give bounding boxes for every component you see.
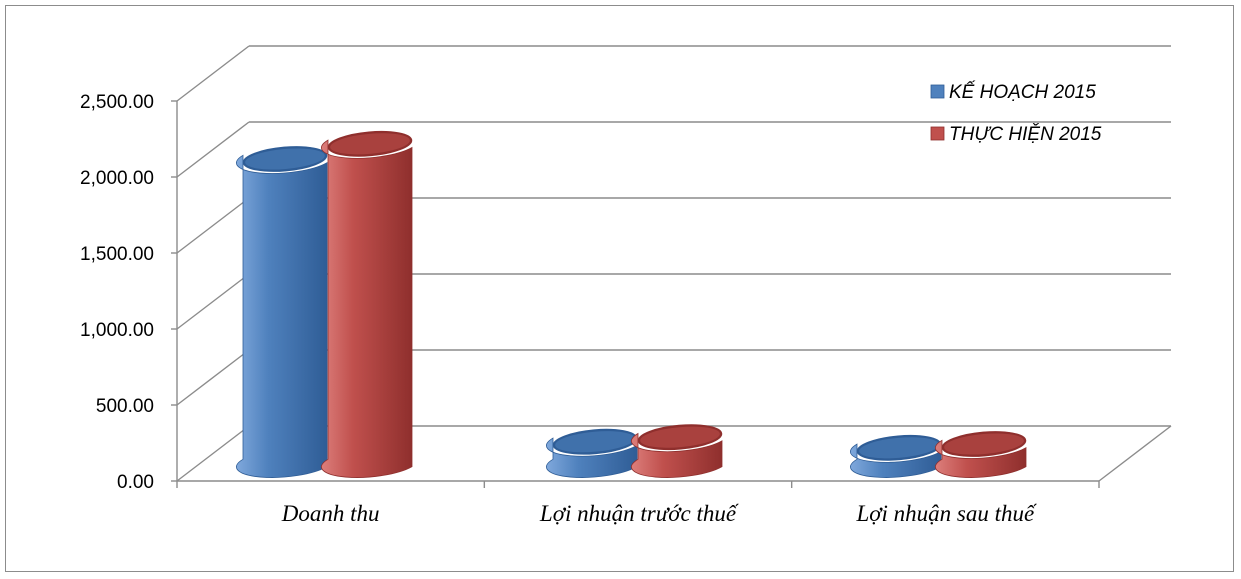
x-tick-label: Lợi nhuận sau thuế xyxy=(855,501,1037,526)
bar-cap-shade xyxy=(640,426,720,448)
bar-cap-shade xyxy=(944,433,1024,455)
y-tick-label: 0.00 xyxy=(117,472,154,493)
bar-layer xyxy=(236,130,1027,478)
bar-body xyxy=(236,154,328,478)
bar-cap-shade xyxy=(555,431,635,453)
y-axis-ticks: 0.00 500.00 1,000.00 1,500.00 2,000.00 2… xyxy=(80,92,154,493)
y-tick-label: 2,500.00 xyxy=(80,92,154,113)
bar-1-0 xyxy=(321,130,413,478)
bar-0-2 xyxy=(850,434,942,478)
bar-cap-shade xyxy=(330,133,410,155)
side-gridline xyxy=(176,349,250,406)
chart-svg: 0.00 500.00 1,000.00 1,500.00 2,000.00 2… xyxy=(80,45,1172,526)
bar-1-1 xyxy=(631,424,723,478)
chart-frame: 0.00 500.00 1,000.00 1,500.00 2,000.00 2… xyxy=(5,5,1234,572)
side-gridline xyxy=(176,197,250,254)
x-axis-ticks: Doanh thu Lợi nhuận trước thuế Lợi nhuận… xyxy=(281,501,1037,526)
bar-1-2 xyxy=(935,431,1027,478)
legend: KẾ HOẠCH 2015 THỰC HIỆN 2015 xyxy=(930,81,1102,145)
bar-0-1 xyxy=(546,428,638,478)
floor-edge xyxy=(1098,425,1172,482)
legend-label: THỰC HIỆN 2015 xyxy=(949,123,1102,145)
side-gridline xyxy=(176,425,250,482)
y-tick-label: 1,500.00 xyxy=(80,244,154,265)
y-tick-label: 1,000.00 xyxy=(80,320,154,341)
x-tick-label: Lợi nhuận trước thuế xyxy=(539,501,739,526)
bar-0-0 xyxy=(236,146,328,478)
legend-label: KẾ HOẠCH 2015 xyxy=(949,81,1096,103)
bar-body xyxy=(321,139,413,478)
y-tick-label: 500.00 xyxy=(96,396,154,417)
bar-body xyxy=(631,432,723,478)
side-gridline xyxy=(176,45,250,102)
side-gridline xyxy=(176,273,250,330)
bar-cap-shade xyxy=(245,148,325,170)
y-tick-label: 2,000.00 xyxy=(80,168,154,189)
legend-swatch xyxy=(930,126,945,141)
x-tick-label: Doanh thu xyxy=(281,501,380,526)
legend-swatch xyxy=(930,84,945,99)
side-gridline xyxy=(176,121,250,178)
bar-body xyxy=(935,439,1027,478)
bar-cap-shade xyxy=(859,437,939,459)
